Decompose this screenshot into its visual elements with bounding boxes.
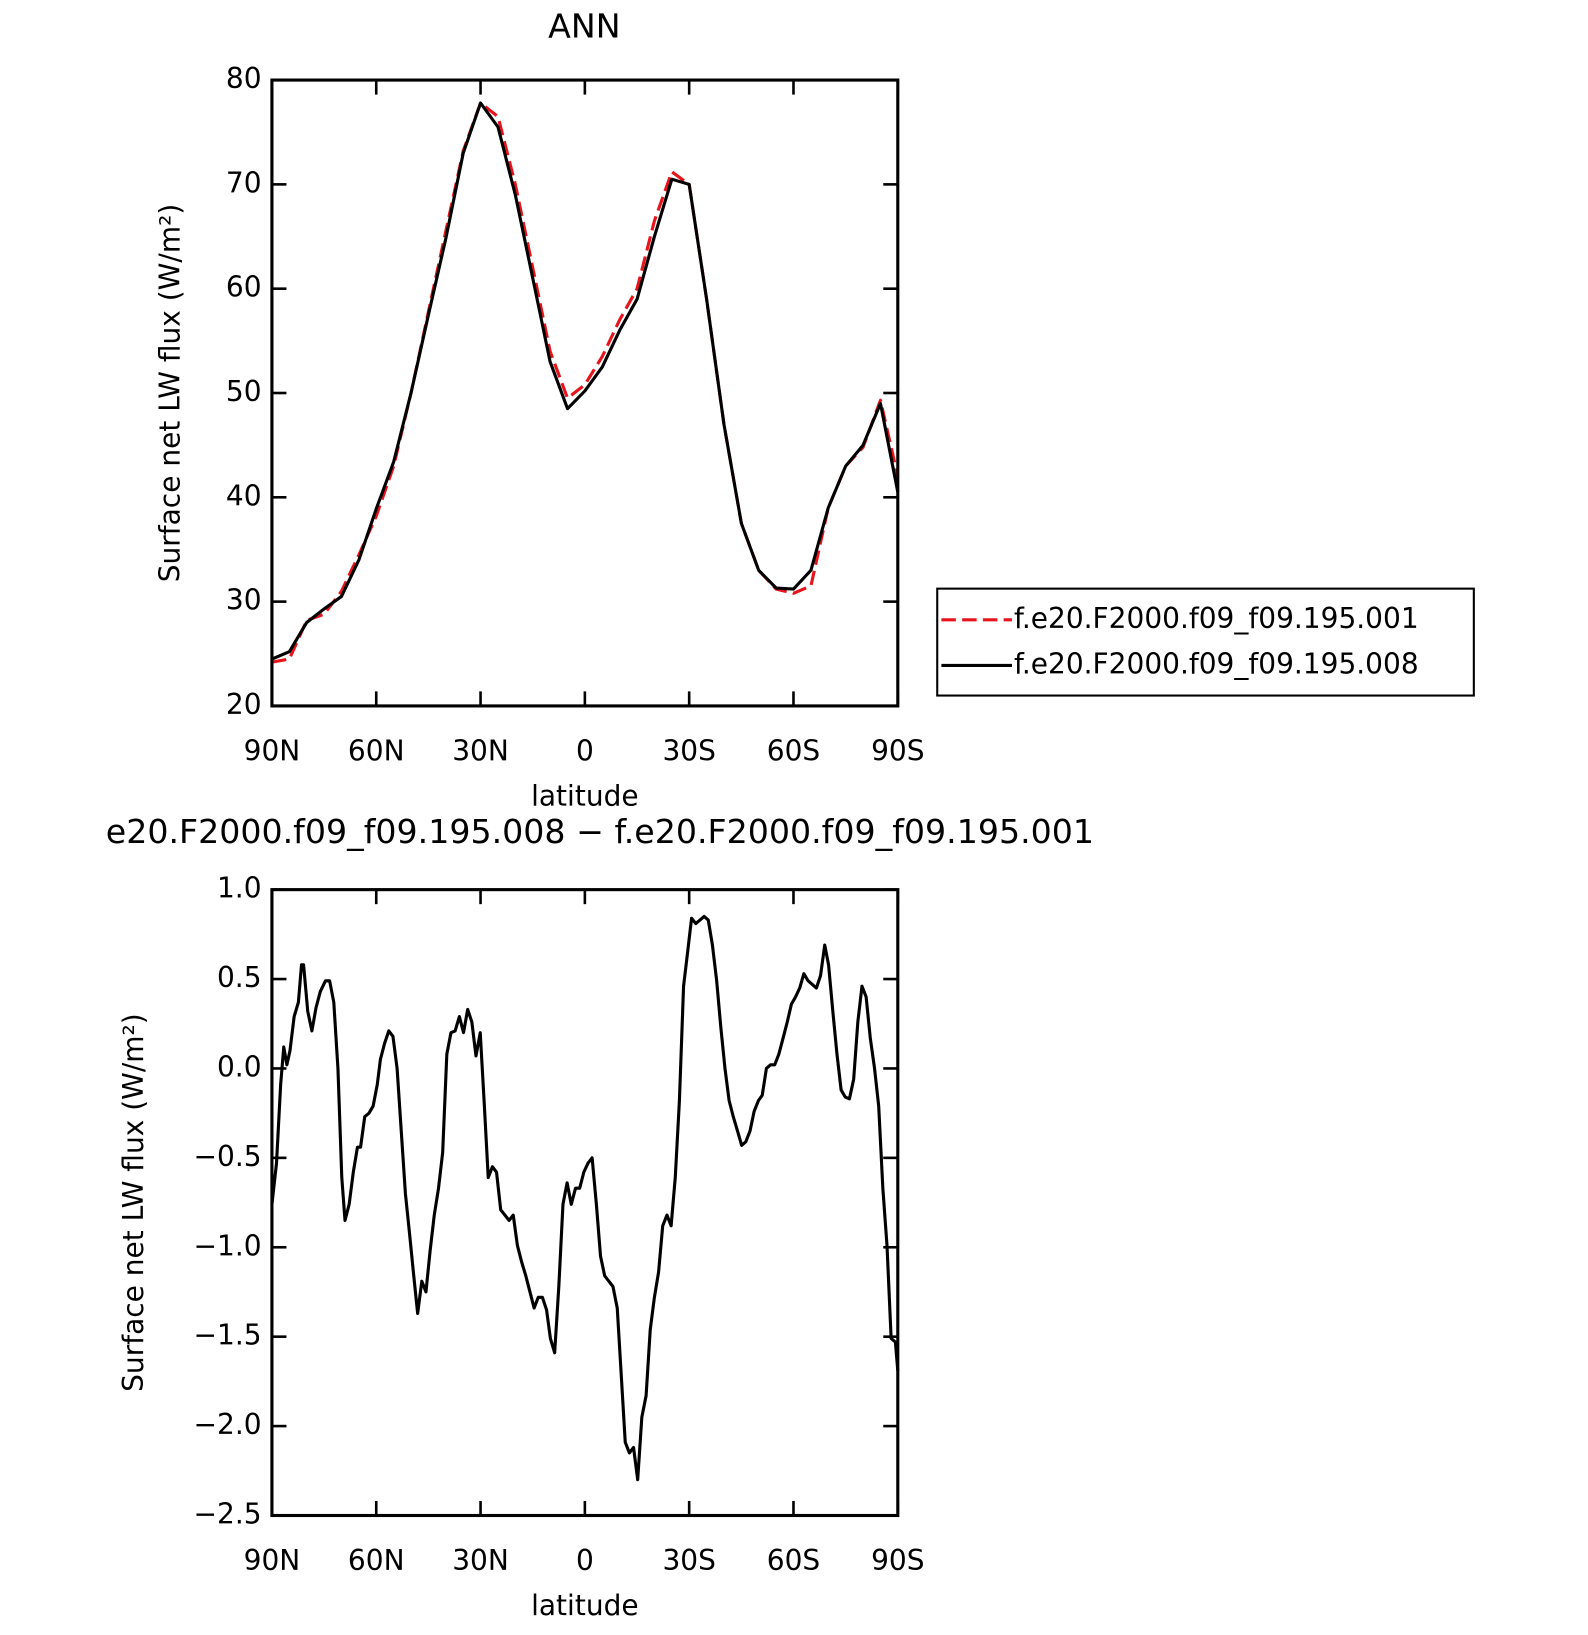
y-tick-label: 80 xyxy=(226,62,262,95)
y-axis-label: Surface net LW flux (W/m²) xyxy=(153,204,186,583)
x-tick-label: 90N xyxy=(244,735,301,768)
legend-label: f.e20.F2000.f09_f09.195.001 xyxy=(1014,602,1419,635)
y-tick-label: 60 xyxy=(226,271,262,304)
x-tick-label: 30N xyxy=(452,735,509,768)
plot-frame xyxy=(270,888,900,1518)
y-tick-label: −2.5 xyxy=(194,1497,262,1530)
x-tick-label: 90S xyxy=(871,735,924,768)
y-tick-label: −1.0 xyxy=(194,1229,262,1262)
plot-frame xyxy=(270,78,900,708)
y-tick-label: 0.0 xyxy=(217,1050,262,1083)
x-tick-label: 30S xyxy=(662,735,715,768)
x-tick-label: 90S xyxy=(871,1544,924,1577)
y-tick-label: 70 xyxy=(226,166,262,199)
legend-label: f.e20.F2000.f09_f09.195.008 xyxy=(1014,647,1419,680)
x-tick-label: 90N xyxy=(244,1544,301,1577)
y-axis-label: Surface net LW flux (W/m²) xyxy=(117,1013,150,1392)
y-tick-label: 50 xyxy=(226,375,262,408)
x-tick-label: 30N xyxy=(452,1544,509,1577)
x-tick-label: 30S xyxy=(662,1544,715,1577)
y-tick-label: 30 xyxy=(226,584,262,617)
x-axis-label: latitude xyxy=(531,1589,638,1622)
x-tick-label: 0 xyxy=(576,1544,594,1577)
y-tick-label: 1.0 xyxy=(217,872,262,905)
chart-title: ANN xyxy=(548,7,620,46)
y-tick-label: 0.5 xyxy=(217,961,262,994)
x-tick-label: 60S xyxy=(767,735,820,768)
y-tick-label: −1.5 xyxy=(194,1319,262,1352)
data-line xyxy=(271,101,900,664)
y-tick-label: −2.0 xyxy=(194,1408,262,1441)
y-tick-label: 40 xyxy=(226,479,262,512)
y-tick-label: 20 xyxy=(226,688,262,721)
x-tick-label: 0 xyxy=(576,735,594,768)
y-tick-label: −0.5 xyxy=(194,1140,262,1173)
data-line xyxy=(270,914,900,1482)
chart-title: e20.F2000.f09_f09.195.008 − f.e20.F2000.… xyxy=(106,812,1094,851)
data-line xyxy=(271,101,900,661)
x-tick-label: 60S xyxy=(767,1544,820,1577)
x-axis-label: latitude xyxy=(531,779,638,812)
legend-box xyxy=(936,587,1475,697)
x-tick-label: 60N xyxy=(348,1544,405,1577)
x-tick-label: 60N xyxy=(348,735,405,768)
